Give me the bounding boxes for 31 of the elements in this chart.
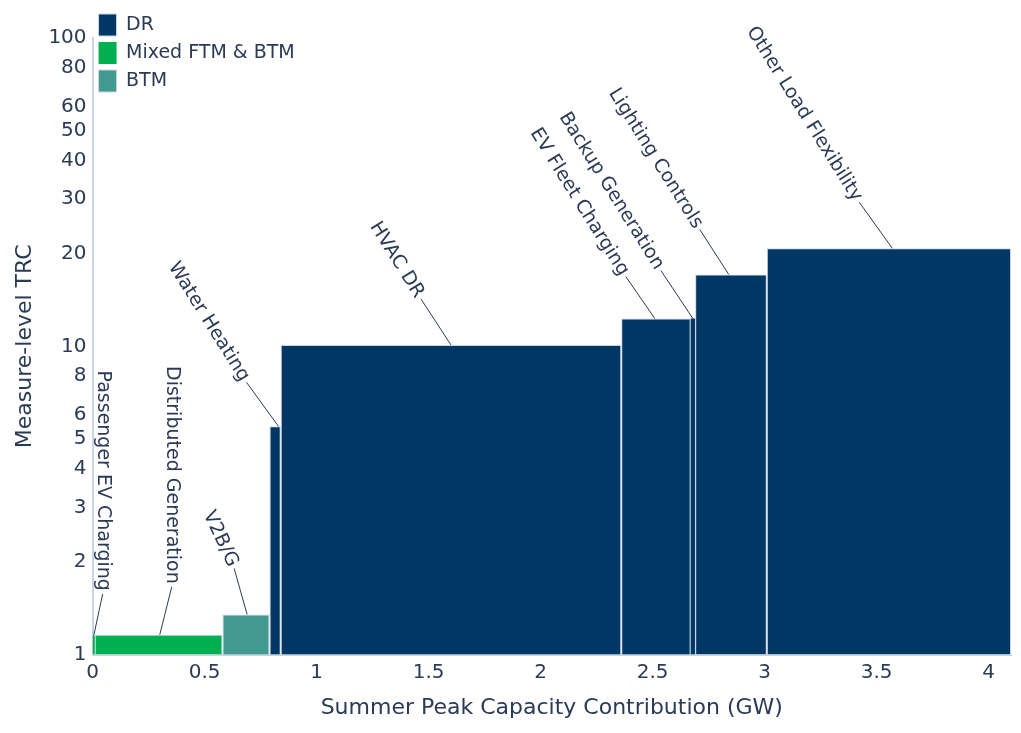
x-tick-label: 2.5 [636, 658, 669, 683]
y-tick-label: 1 [73, 640, 87, 665]
legend-label: BTM [126, 67, 168, 90]
x-tick-label: 4 [982, 658, 995, 683]
legend-label: DR [126, 11, 154, 34]
y-tick-label: 60 [61, 92, 87, 117]
y-tick-label: 4 [73, 455, 87, 480]
y-tick-label: 20 [61, 239, 87, 264]
x-tick-label: 0 [86, 658, 99, 683]
y-tick-label: 2 [73, 548, 87, 572]
y-tick-label: 8 [73, 362, 87, 387]
legend-label: Mixed FTM & BTM [126, 39, 295, 62]
annotation: Distributed Generation [162, 366, 185, 584]
y-tick-label: 10 [61, 332, 87, 357]
x-tick-label: 1.5 [412, 658, 445, 683]
y-tick-label: 50 [61, 117, 87, 142]
y-tick-label: 5 [73, 425, 87, 450]
x-tick-label: 1 [310, 658, 323, 683]
y-tick-label: 100 [48, 24, 87, 49]
x-tick-label: 2 [534, 658, 547, 683]
y-tick-label: 6 [73, 400, 87, 425]
x-tick-label: 3 [758, 658, 771, 683]
y-tick-label: 3 [73, 493, 87, 518]
annotation: Passenger EV Charging [93, 370, 116, 591]
y-tick-label: 30 [61, 185, 87, 210]
y-tick-label: 80 [61, 54, 87, 79]
x-tick-label: 0.5 [188, 658, 221, 683]
y-tick-label: 40 [61, 146, 87, 171]
x-tick-label: 3.5 [860, 658, 893, 683]
y-axis-title: Measure-level TRC [10, 244, 36, 449]
x-axis-title: Summer Peak Capacity Contribution (GW) [320, 693, 783, 719]
